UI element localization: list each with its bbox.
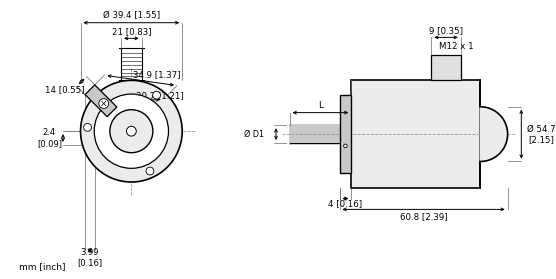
Text: 14 [0.55]: 14 [0.55]: [46, 85, 85, 95]
Text: 60.8 [2.39]: 60.8 [2.39]: [400, 212, 448, 221]
Circle shape: [344, 144, 347, 148]
Circle shape: [146, 167, 154, 175]
Polygon shape: [290, 125, 340, 143]
Polygon shape: [480, 107, 508, 162]
Circle shape: [83, 123, 92, 131]
Polygon shape: [85, 85, 117, 117]
Text: M12 x 1: M12 x 1: [439, 42, 473, 51]
Text: 2.4
[0.09]: 2.4 [0.09]: [37, 128, 62, 148]
Text: 9 [0.35]: 9 [0.35]: [429, 26, 463, 35]
Circle shape: [81, 80, 182, 182]
Circle shape: [126, 126, 136, 136]
Text: Ø 39.4 [1.55]: Ø 39.4 [1.55]: [103, 11, 160, 20]
Bar: [340, 95, 351, 173]
Circle shape: [94, 94, 168, 168]
Text: 21 [0.83]: 21 [0.83]: [112, 27, 151, 36]
Text: mm [inch]: mm [inch]: [19, 263, 66, 271]
Circle shape: [110, 110, 153, 153]
Text: 34.9 [1.37]: 34.9 [1.37]: [132, 70, 180, 79]
Bar: [351, 80, 480, 188]
Circle shape: [99, 99, 108, 109]
Circle shape: [153, 91, 161, 99]
Text: Ø D1: Ø D1: [244, 130, 264, 139]
Text: 3.99
[0.16]: 3.99 [0.16]: [77, 247, 102, 267]
Text: 4 [0.16]: 4 [0.16]: [329, 199, 363, 208]
Bar: [431, 55, 461, 80]
Text: Ø 54.7
[2.15]: Ø 54.7 [2.15]: [527, 124, 555, 144]
Text: L: L: [318, 101, 323, 110]
Text: 30.7 [1.21]: 30.7 [1.21]: [136, 91, 184, 100]
